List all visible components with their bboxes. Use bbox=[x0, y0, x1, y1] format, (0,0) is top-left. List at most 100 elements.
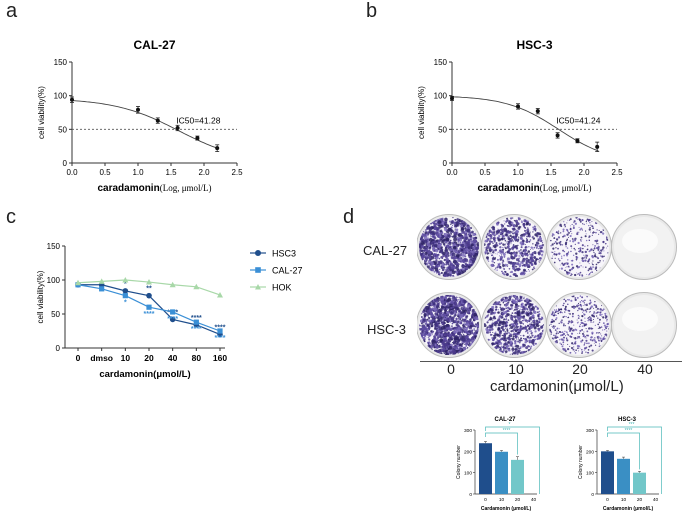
y-axis-label: cell viability(%) bbox=[417, 86, 426, 139]
colony-spot bbox=[566, 299, 568, 301]
colony-spot bbox=[499, 246, 502, 249]
colony-spots bbox=[484, 295, 544, 355]
colony-spot bbox=[512, 217, 514, 219]
colony-spot bbox=[580, 240, 582, 242]
colony-spot bbox=[438, 243, 442, 247]
colony-spot bbox=[466, 317, 468, 319]
colony-spot bbox=[492, 303, 495, 306]
colony-spot bbox=[598, 332, 601, 334]
x-tick-label: 1.0 bbox=[132, 168, 144, 177]
colony-spot bbox=[584, 230, 587, 232]
colony-spot bbox=[598, 339, 600, 341]
colony-spot bbox=[594, 324, 597, 327]
colony-spot bbox=[439, 249, 443, 253]
colony-spot bbox=[577, 309, 579, 312]
colony-spot bbox=[496, 253, 498, 255]
colony-spot bbox=[434, 241, 437, 243]
colony-spot bbox=[527, 269, 530, 271]
colony-spot bbox=[520, 246, 523, 249]
colony-spot bbox=[443, 266, 446, 269]
colony-spot bbox=[505, 307, 508, 310]
colony-spot bbox=[471, 338, 473, 340]
colony-spot bbox=[566, 262, 569, 265]
colony-spot bbox=[462, 260, 466, 264]
colony-spot bbox=[426, 265, 430, 269]
colony-spot bbox=[516, 338, 518, 340]
colony-spot bbox=[580, 265, 582, 267]
colony-spot bbox=[558, 259, 561, 262]
colony-spot bbox=[455, 253, 460, 258]
y-tick-label: 0 bbox=[56, 344, 61, 353]
colony-spot bbox=[433, 270, 436, 273]
colony-spot bbox=[420, 237, 423, 240]
colony-spot bbox=[605, 247, 607, 249]
colony-spot bbox=[509, 239, 513, 243]
colony-spot bbox=[508, 221, 511, 225]
colony-spot bbox=[538, 260, 540, 262]
colony-spot bbox=[575, 259, 577, 261]
x-tick-label: 0 bbox=[76, 353, 81, 363]
culture-dish-grid bbox=[417, 214, 677, 358]
colony-spot bbox=[497, 309, 499, 311]
colony-spot bbox=[519, 262, 522, 264]
colony-spot bbox=[533, 336, 536, 339]
y-tick-label: 50 bbox=[51, 310, 60, 319]
colony-spot bbox=[508, 248, 510, 250]
colony-spot bbox=[539, 259, 541, 262]
colony-spot bbox=[456, 300, 459, 303]
colony-spot bbox=[499, 267, 501, 269]
colony-spot bbox=[560, 321, 563, 324]
x-tick-label: 1.5 bbox=[165, 168, 177, 177]
colony-spot bbox=[521, 339, 523, 342]
colony-spot bbox=[580, 299, 583, 302]
colony-spot bbox=[432, 239, 435, 242]
colony-spot bbox=[550, 320, 554, 324]
colony-spot bbox=[465, 315, 469, 318]
colony-spot bbox=[515, 229, 517, 231]
colony-spot bbox=[441, 220, 443, 222]
colony-spot bbox=[560, 267, 564, 270]
colony-spot bbox=[558, 252, 561, 255]
colony-spot bbox=[457, 331, 461, 336]
colony-spot bbox=[419, 329, 421, 331]
colony-spot bbox=[567, 309, 570, 312]
colony-spot bbox=[498, 234, 500, 236]
colony-spot bbox=[496, 339, 499, 342]
colony-spot bbox=[449, 303, 454, 307]
colony-spot bbox=[509, 340, 513, 344]
colony-spot bbox=[600, 333, 602, 335]
colony-spot bbox=[501, 321, 503, 323]
colony-spot bbox=[521, 308, 524, 311]
colony-spot bbox=[496, 333, 500, 337]
x-axis-label-name: caradamonin bbox=[477, 183, 539, 194]
colony-spot bbox=[506, 343, 509, 346]
colony-spot bbox=[427, 259, 431, 264]
colony-spot bbox=[512, 268, 515, 271]
x-tick-label: 20 bbox=[144, 353, 154, 363]
colony-spot bbox=[572, 348, 575, 351]
colony-spot bbox=[498, 316, 501, 319]
colony-spot bbox=[484, 239, 487, 243]
colony-spot bbox=[580, 227, 583, 230]
chart-title: CAL-27 bbox=[133, 38, 175, 52]
colony-spot bbox=[571, 342, 574, 345]
colony-spot bbox=[439, 331, 443, 334]
colony-spot bbox=[510, 243, 512, 245]
significance-label: *** bbox=[629, 422, 635, 428]
colony-spot bbox=[422, 318, 425, 322]
colony-spot bbox=[493, 342, 496, 345]
colony-spot bbox=[499, 309, 501, 310]
colony-spot bbox=[460, 269, 462, 272]
colony-spot bbox=[531, 338, 535, 342]
colony-spot bbox=[461, 243, 465, 248]
colony-spot bbox=[555, 231, 558, 234]
colony-spot bbox=[540, 246, 543, 249]
colony-spot bbox=[437, 264, 440, 268]
colony-spot bbox=[564, 335, 567, 337]
colony-spot bbox=[515, 258, 520, 262]
colony-spot bbox=[556, 327, 559, 330]
significance-label: **** bbox=[215, 335, 226, 342]
conc-label-0: 0 bbox=[447, 361, 455, 377]
colony-spot bbox=[452, 333, 455, 337]
colony-spot bbox=[496, 231, 499, 235]
